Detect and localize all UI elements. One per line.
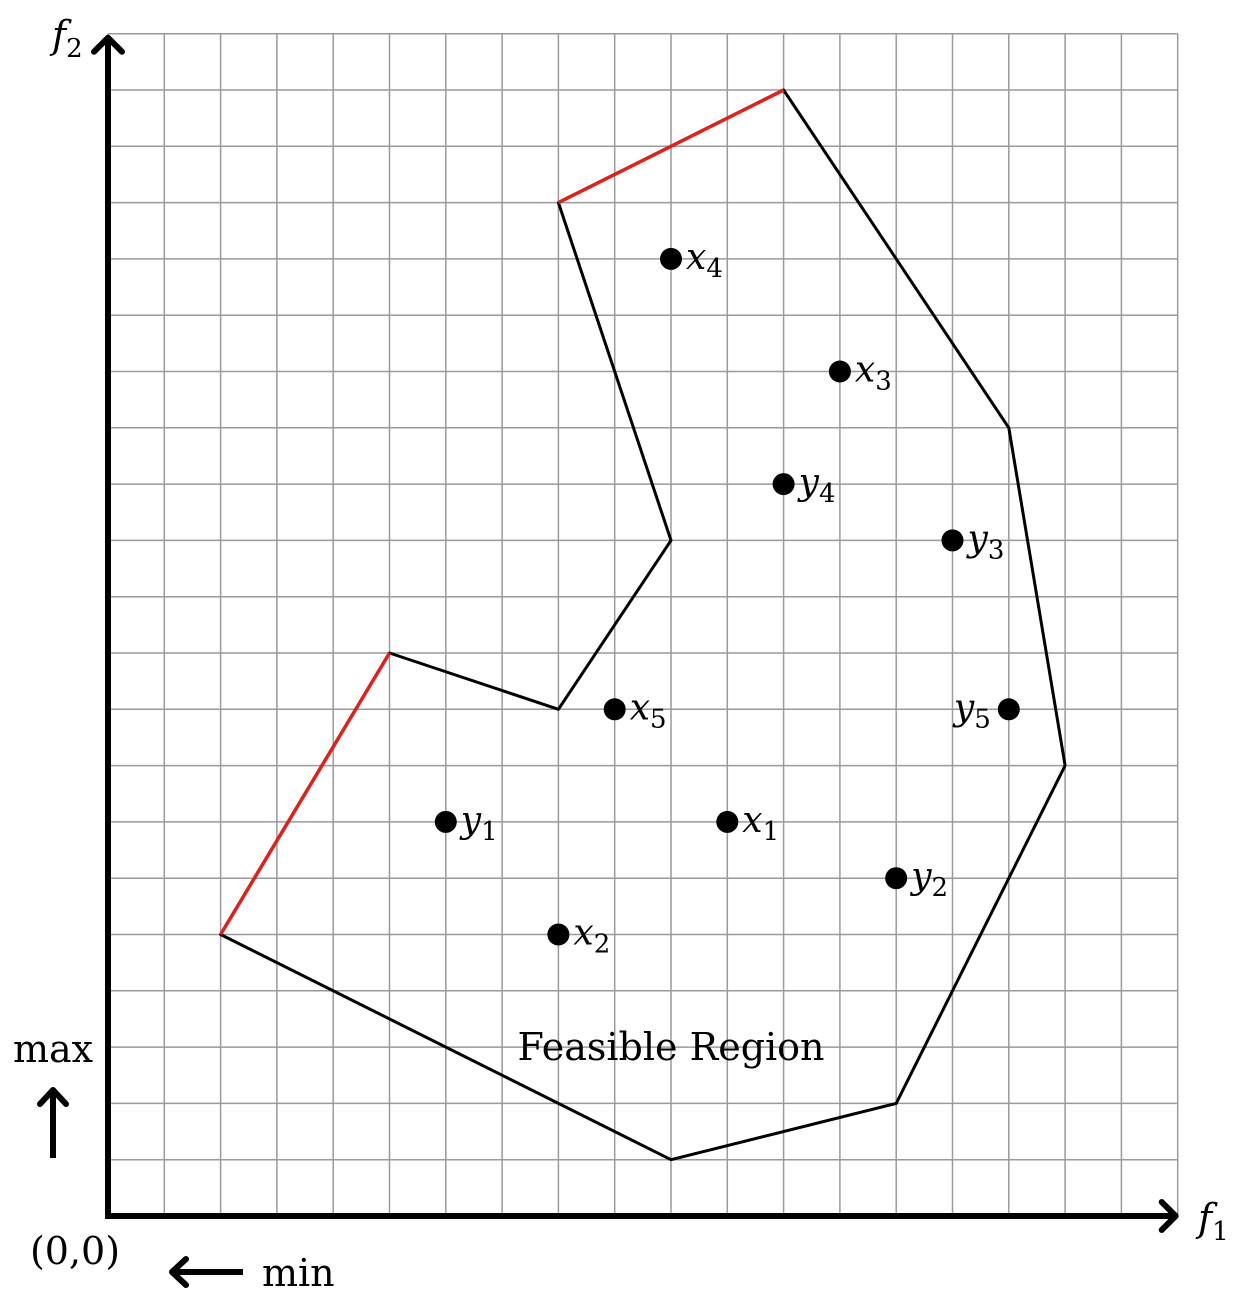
point-label-y4: y4 <box>797 462 836 509</box>
point-y1 <box>434 810 457 833</box>
point-x3 <box>828 360 851 383</box>
min-label: min <box>262 1251 335 1295</box>
point-y2 <box>885 867 908 890</box>
pareto-front-segments <box>219 88 785 936</box>
point-label-x1: x1 <box>742 800 779 847</box>
origin-label: (0,0) <box>30 1229 120 1273</box>
point-label-x4: x4 <box>686 237 723 284</box>
max-arrow <box>37 1087 69 1158</box>
point-label-x3: x3 <box>855 350 892 397</box>
axes <box>91 34 1179 1233</box>
region-label: Feasible Region <box>517 1025 824 1069</box>
x-axis-label: f1 <box>1195 1196 1229 1247</box>
x-axis-arrowhead <box>1158 1199 1179 1233</box>
max-label: max <box>13 1027 93 1071</box>
points: x1 x2 x3 x4 x5 y1 y2 y3 y4 y5 <box>434 237 1020 960</box>
feasible-region-boundary <box>219 88 1067 1162</box>
point-x4 <box>660 247 682 270</box>
point-x5 <box>603 698 626 721</box>
y-axis-arrowhead <box>91 34 125 55</box>
pareto-segment <box>219 652 392 936</box>
point-label-y2: y2 <box>909 856 948 903</box>
point-label-y1: y1 <box>459 800 498 847</box>
pareto-segment <box>557 88 785 205</box>
point-y3 <box>941 529 964 552</box>
point-label-x5: x5 <box>630 687 667 734</box>
point-label-y5: y5 <box>952 687 991 734</box>
point-y4 <box>772 473 795 496</box>
point-label-x2: x2 <box>573 913 610 960</box>
point-y5 <box>997 698 1020 721</box>
point-label-y3: y3 <box>966 518 1005 565</box>
point-x2 <box>547 923 570 946</box>
min-arrow <box>169 1256 243 1288</box>
point-x1 <box>716 810 739 833</box>
y-axis-label: f2 <box>49 13 83 64</box>
